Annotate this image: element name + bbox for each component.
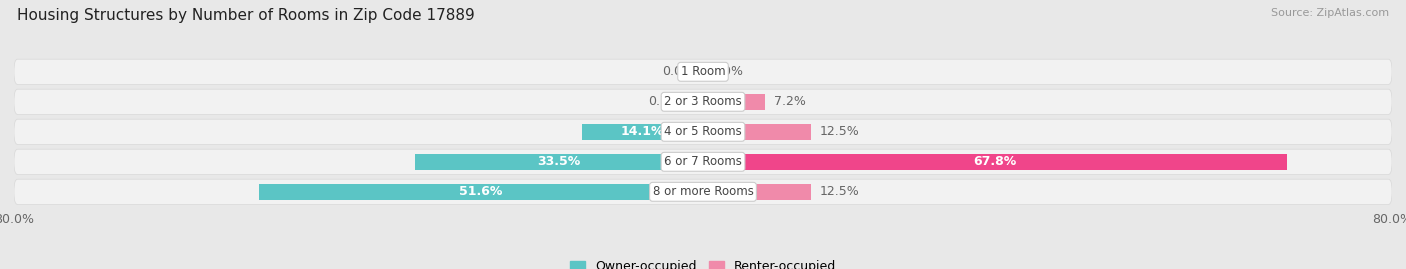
Text: 0.79%: 0.79% (648, 95, 688, 108)
Text: 33.5%: 33.5% (537, 155, 581, 168)
Text: 8 or more Rooms: 8 or more Rooms (652, 185, 754, 198)
Text: 2 or 3 Rooms: 2 or 3 Rooms (664, 95, 742, 108)
Text: 4 or 5 Rooms: 4 or 5 Rooms (664, 125, 742, 138)
Bar (703, 124, 811, 140)
Legend: Owner-occupied, Renter-occupied: Owner-occupied, Renter-occupied (565, 256, 841, 269)
Text: 0.0%: 0.0% (711, 65, 744, 78)
FancyBboxPatch shape (14, 149, 1392, 174)
Bar (703, 184, 811, 200)
FancyBboxPatch shape (14, 119, 1392, 144)
Bar (703, 94, 765, 109)
Text: 51.6%: 51.6% (460, 185, 502, 198)
Text: 6 or 7 Rooms: 6 or 7 Rooms (664, 155, 742, 168)
Text: 14.1%: 14.1% (620, 125, 664, 138)
Text: 67.8%: 67.8% (973, 155, 1017, 168)
Bar (703, 154, 1286, 170)
Text: 1 Room: 1 Room (681, 65, 725, 78)
Text: 12.5%: 12.5% (820, 185, 859, 198)
Text: 0.0%: 0.0% (662, 65, 695, 78)
Text: Housing Structures by Number of Rooms in Zip Code 17889: Housing Structures by Number of Rooms in… (17, 8, 475, 23)
FancyBboxPatch shape (14, 59, 1392, 84)
Bar (259, 184, 703, 200)
Text: 12.5%: 12.5% (820, 125, 859, 138)
Text: Source: ZipAtlas.com: Source: ZipAtlas.com (1271, 8, 1389, 18)
FancyBboxPatch shape (14, 89, 1392, 114)
Text: 7.2%: 7.2% (773, 95, 806, 108)
Bar (582, 124, 703, 140)
Bar (696, 94, 703, 109)
Bar (415, 154, 703, 170)
FancyBboxPatch shape (14, 179, 1392, 204)
